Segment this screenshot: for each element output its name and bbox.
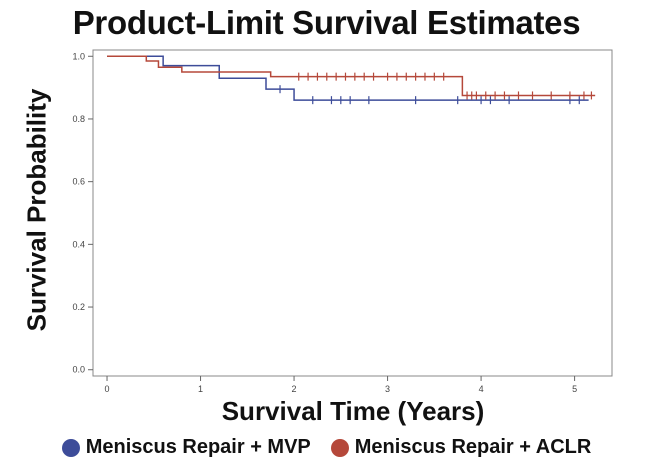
chart-title: Product-Limit Survival Estimates (72, 4, 581, 41)
legend-label: Meniscus Repair + ACLR (354, 436, 592, 458)
x-tick-label: 5 (572, 384, 577, 394)
y-tick-label: 0.0 (72, 365, 85, 375)
y-tick-label: 0.6 (72, 177, 85, 187)
y-tick-label: 0.8 (72, 114, 85, 124)
y-tick-label: 1.0 (72, 51, 85, 61)
series-line-2 (107, 55, 596, 97)
plot-frame (92, 49, 613, 377)
x-tick-label: 1 (198, 384, 203, 394)
legend: Meniscus Repair + MVP Meniscus Repair + A… (0, 436, 653, 459)
legend-swatch (61, 438, 80, 457)
x-tick-label: 0 (105, 384, 110, 394)
x-tick-label: 2 (292, 384, 297, 394)
series-line-1 (107, 55, 589, 101)
legend-swatch (330, 438, 349, 457)
x-axis-label: Survival Time (Years) (221, 396, 485, 426)
legend-item-1: Meniscus Repair + MVP (61, 436, 311, 459)
legend-label: Meniscus Repair + MVP (85, 436, 311, 458)
x-tick-label: 3 (385, 384, 390, 394)
x-tick-label: 4 (479, 384, 484, 394)
legend-item-2: Meniscus Repair + ACLR (330, 436, 592, 459)
y-tick-label: 0.2 (72, 302, 85, 312)
y-tick-label: 0.4 (72, 239, 85, 249)
